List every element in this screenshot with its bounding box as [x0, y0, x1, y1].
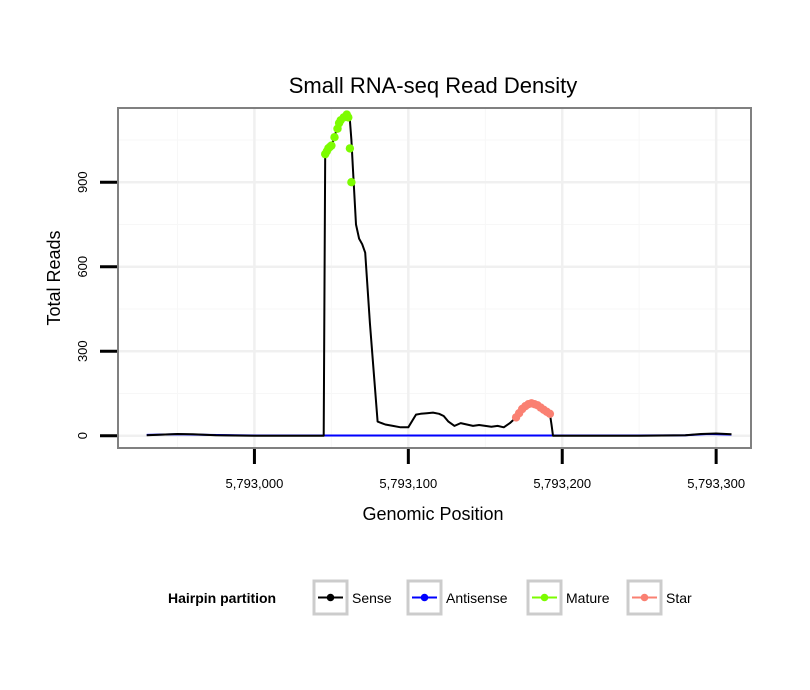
x-tick-label: 5,793,000 — [226, 476, 284, 491]
point-mature — [327, 141, 336, 150]
point-mature — [344, 113, 353, 122]
legend-point-mature — [540, 593, 549, 602]
y-tick-label: 0 — [75, 432, 90, 439]
x-tick-label: 5,793,300 — [687, 476, 745, 491]
point-star — [545, 409, 555, 418]
legend-label-mature: Mature — [566, 590, 610, 606]
legend-label-antisense: Antisense — [446, 590, 508, 606]
points-layer — [321, 110, 555, 422]
y-axis-label: Total Reads — [44, 230, 64, 325]
x-axis-label: Genomic Position — [362, 504, 503, 524]
legend-label-star: Star — [666, 590, 692, 606]
y-tick-label: 300 — [75, 340, 90, 362]
point-mature — [345, 144, 355, 153]
point-mature — [330, 133, 339, 142]
y-tick-label: 900 — [75, 171, 90, 193]
plot-panel — [117, 107, 752, 449]
chart-title: Small RNA-seq Read Density — [289, 73, 578, 98]
x-tick-label: 5,793,100 — [379, 476, 437, 491]
legend-title: Hairpin partition — [168, 590, 276, 606]
legend-point-antisense — [420, 593, 429, 602]
x-tick-label: 5,793,200 — [533, 476, 591, 491]
y-axis: 0 300 600 900 — [75, 171, 117, 439]
x-axis: 5,793,000 5,793,100 5,793,200 5,793,300 — [226, 449, 745, 491]
legend: Hairpin partition Sense Antisense Mature St… — [168, 579, 692, 616]
legend-point-star — [640, 593, 649, 602]
legend-point-sense — [326, 593, 335, 602]
y-tick-label: 600 — [75, 256, 90, 278]
legend-label-sense: Sense — [352, 590, 392, 606]
point-mature — [347, 178, 356, 187]
